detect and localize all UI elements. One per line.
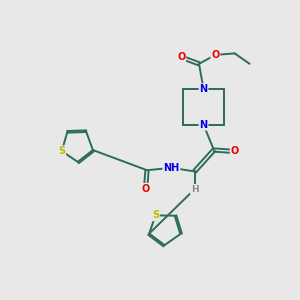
Text: N: N <box>200 84 208 94</box>
Text: S: S <box>152 210 159 220</box>
Text: NH: NH <box>163 163 179 173</box>
Text: O: O <box>141 184 150 194</box>
Text: H: H <box>191 185 198 194</box>
Text: O: O <box>211 50 220 60</box>
Text: O: O <box>231 146 239 157</box>
Text: N: N <box>200 120 208 130</box>
Text: O: O <box>177 52 185 62</box>
Text: S: S <box>58 146 65 156</box>
